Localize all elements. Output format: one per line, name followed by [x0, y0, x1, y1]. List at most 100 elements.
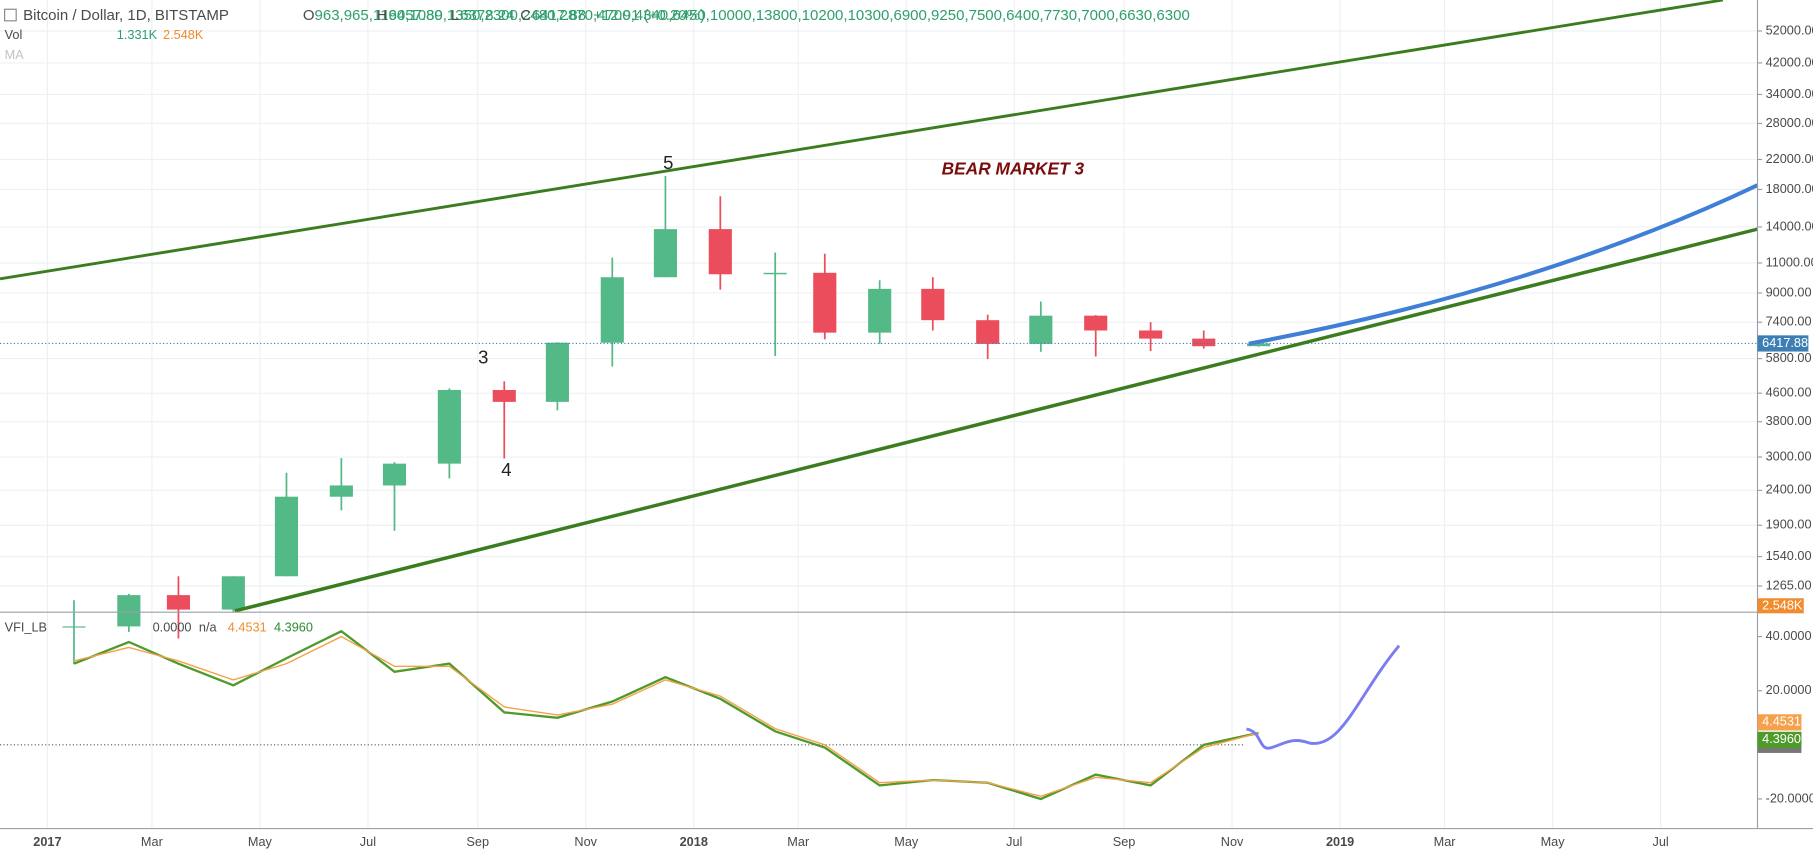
x-tick-label: Jul: [1652, 834, 1668, 849]
candle-body: [868, 288, 892, 333]
trend-line: [234, 227, 1758, 613]
x-tick-label: 2018: [680, 834, 708, 849]
candle-body: [813, 272, 837, 333]
candle-body: [1084, 315, 1108, 331]
vfi-value: 4.3960: [274, 620, 313, 635]
change: +12.91 (+0.20%): [593, 7, 705, 24]
ohlc-value: 6378.24: [460, 7, 514, 24]
vfi-value: n/a: [199, 620, 218, 635]
vol-title: Vol: [5, 27, 23, 42]
x-tick-label: Nov: [1221, 834, 1244, 849]
y-tick-label: 28000.00: [1766, 115, 1813, 130]
x-tick-label: Nov: [574, 834, 597, 849]
x-tick-label: Jul: [360, 834, 376, 849]
vfi-line: [73, 629, 1259, 801]
y-tick-label: 22000.00: [1766, 151, 1813, 166]
x-tick-label: Jul: [1006, 834, 1022, 849]
vfi-tag-label: 4.4531: [1762, 714, 1801, 729]
ohlc-letter: L: [451, 7, 459, 24]
y-tick-label: 42000.00: [1766, 54, 1813, 69]
y-tick-label: 5800.00: [1766, 350, 1812, 365]
ohlc-value: 6457.89: [389, 7, 443, 24]
ohlc-letter: C: [520, 7, 531, 24]
y-tick-label: 1265.00: [1766, 577, 1812, 592]
candle-body: [62, 626, 86, 628]
vol-value: 1.331K: [117, 27, 158, 42]
y-tick-label: 34000.00: [1766, 86, 1813, 101]
y-tick-label: 20.0000: [1766, 682, 1812, 697]
x-tick-label: Mar: [787, 834, 810, 849]
candle-body: [1139, 330, 1163, 339]
candle-body: [437, 389, 461, 464]
candle-body: [1029, 315, 1053, 344]
candle-body: [763, 272, 787, 275]
candle-body: [166, 595, 191, 610]
y-tick-label: 1900.00: [1766, 517, 1812, 532]
y-tick-label: 3000.00: [1766, 448, 1812, 463]
x-tick-label: 2017: [33, 834, 61, 849]
candle-body: [708, 229, 732, 275]
wave-label: 5: [663, 152, 673, 173]
vol-tag: [1757, 598, 1804, 614]
y-tick-label: 18000.00: [1766, 181, 1813, 196]
candle-body: [1192, 338, 1216, 347]
y-tick-label: 7400.00: [1766, 314, 1812, 329]
vfi-value: 0.0000: [153, 620, 192, 635]
wave-label: 3: [478, 347, 488, 368]
x-tick-label: Sep: [466, 834, 489, 849]
vfi-projection: [1246, 644, 1401, 750]
x-tick-label: May: [248, 834, 273, 849]
vfi-tag: [1757, 714, 1802, 731]
y-tick-label: 40.0000: [1766, 628, 1812, 643]
candle-body: [382, 463, 407, 486]
y-tick-label: 3800.00: [1766, 413, 1812, 428]
candle-body: [329, 485, 353, 497]
candle-body: [1247, 343, 1271, 347]
x-tick-label: May: [1541, 834, 1566, 849]
vol-ma-value: 2.548K: [163, 27, 204, 42]
vfi-tag: [1757, 731, 1802, 748]
ohlc-letter: H: [377, 7, 388, 24]
vfi-tag-label: 4.3960: [1762, 731, 1801, 746]
y-tick-label: 52000.00: [1766, 22, 1813, 37]
y-tick-label: 4600.00: [1766, 385, 1812, 400]
vfi-line: [73, 635, 1259, 797]
x-tick-label: Mar: [1434, 834, 1457, 849]
candle-body: [976, 320, 1000, 344]
candle-body: [653, 229, 677, 278]
marks: [0, 175, 1758, 801]
y-tick-label: 14000.00: [1766, 218, 1813, 233]
y-tick-label: -20.0000: [1766, 790, 1813, 805]
vfi-title: VFI_LB: [5, 620, 47, 635]
candle-body: [600, 277, 624, 343]
candle-body: [274, 496, 299, 577]
y-tick-label: 9000.00: [1766, 284, 1812, 299]
projection-line: [1248, 183, 1759, 346]
annotation: BEAR MARKET 3: [942, 159, 1085, 179]
ohlc-value: 963,965,1190,1080,1350,2300,2480,2870,47…: [315, 7, 1190, 24]
x-tick-label: Sep: [1113, 834, 1136, 849]
candle-body: [545, 342, 569, 402]
y-tick-label: 2400.00: [1766, 482, 1812, 497]
trend-line: [0, 0, 1724, 281]
collapse-icon[interactable]: [4, 8, 17, 22]
candle-body: [221, 576, 245, 610]
x-tick-label: 2019: [1326, 834, 1354, 849]
last-price-tag: [1757, 335, 1809, 352]
x-tick-label: May: [894, 834, 919, 849]
y-tick-label: 11000.00: [1766, 254, 1813, 269]
x-tick-label: Mar: [141, 834, 164, 849]
vfi-value: 4.4531: [228, 620, 267, 635]
candle-body: [492, 389, 516, 402]
y-tick-label: 1540.00: [1766, 548, 1812, 563]
wave-label: 4: [501, 459, 511, 480]
ma-title: MA: [5, 47, 25, 62]
vol-tag-label: 2.548K: [1762, 598, 1803, 613]
candle-body: [921, 288, 945, 321]
ohlc-letter: O: [303, 7, 315, 24]
last-price-label: 6417.88: [1762, 335, 1808, 350]
symbol-title: Bitcoin / Dollar, 1D, BITSTAMP: [23, 7, 229, 24]
ohlc-value: 6417.88: [532, 7, 586, 24]
